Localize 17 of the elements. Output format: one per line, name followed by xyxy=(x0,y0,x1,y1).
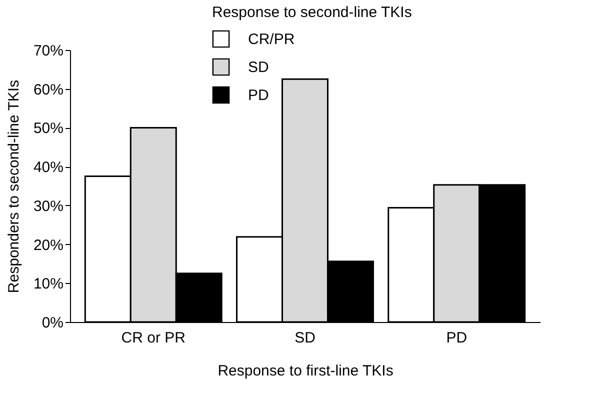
y-tick-label: 10% xyxy=(33,276,64,293)
legend-label: PD xyxy=(248,87,270,104)
y-tick-label: 0% xyxy=(42,314,64,332)
legend-label: SD xyxy=(248,59,270,76)
y-tick-label: 40% xyxy=(33,159,64,176)
x-tick-label: SD xyxy=(294,330,316,346)
y-axis-title: Responders to second-line TKIs xyxy=(5,80,22,294)
y-tick-label: 20% xyxy=(33,236,64,254)
legend-title: Response to second-line TKIs xyxy=(212,4,412,21)
x-axis-title: Response to first-line TKIs xyxy=(218,362,394,380)
y-tick-label: 60% xyxy=(33,81,64,98)
y-tick-label: 30% xyxy=(33,198,64,215)
x-tick-label: CR or PR xyxy=(121,330,186,346)
legend-label: CR/PR xyxy=(248,31,295,48)
x-tick-label: PD xyxy=(446,330,468,346)
y-tick-label: 70% xyxy=(33,42,64,60)
y-tick-label: 50% xyxy=(33,120,64,138)
